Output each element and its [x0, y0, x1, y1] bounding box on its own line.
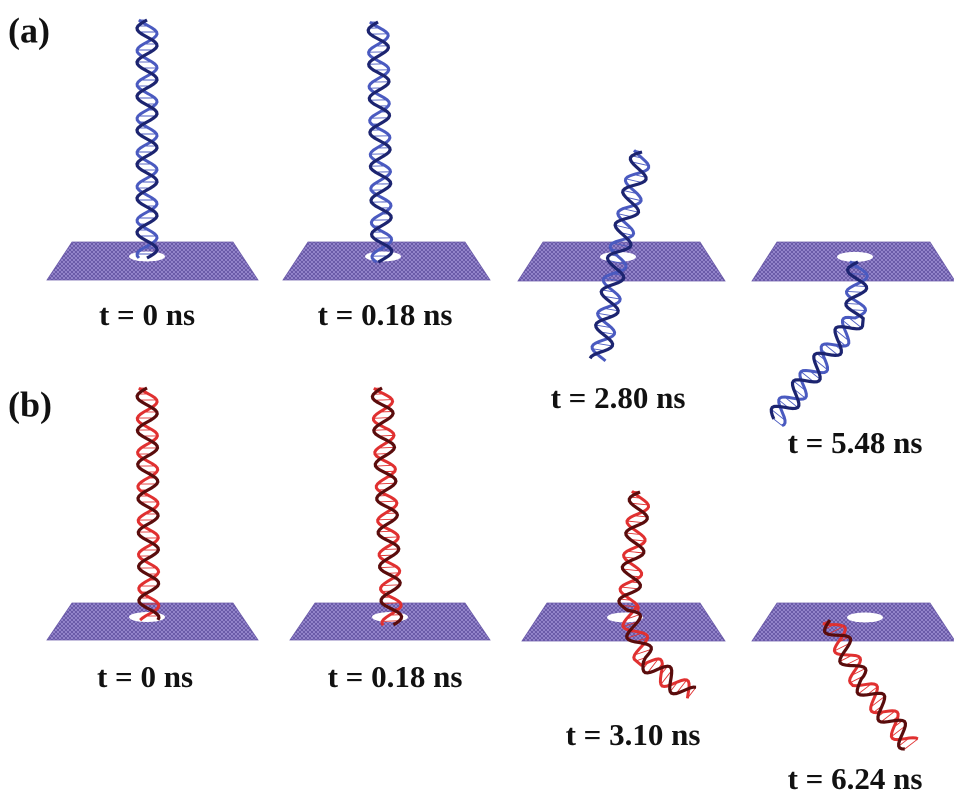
time-label: t = 3.10 ns	[566, 717, 701, 752]
time-label: t = 5.48 ns	[788, 425, 923, 460]
panel-label: (a)	[8, 10, 50, 50]
strand	[619, 492, 696, 694]
time-label: t = 2.80 ns	[551, 380, 686, 415]
time-label: t = 0 ns	[99, 297, 195, 332]
figure: (a) (b) t = 0 ns t = 0.18 ns t = 2.80 ns t …	[0, 0, 954, 804]
panel-label: (b)	[8, 384, 52, 424]
strand	[779, 262, 867, 426]
base-pair	[774, 419, 782, 426]
pore	[847, 612, 883, 622]
time-label: t = 6.24 ns	[788, 761, 923, 796]
base-pair	[378, 501, 396, 502]
time-label: t = 0.18 ns	[318, 297, 453, 332]
membrane	[752, 603, 954, 641]
time-label: t = 0.18 ns	[328, 659, 463, 694]
base-pair	[621, 587, 639, 589]
pore	[837, 252, 873, 262]
time-label: t = 0 ns	[97, 659, 193, 694]
